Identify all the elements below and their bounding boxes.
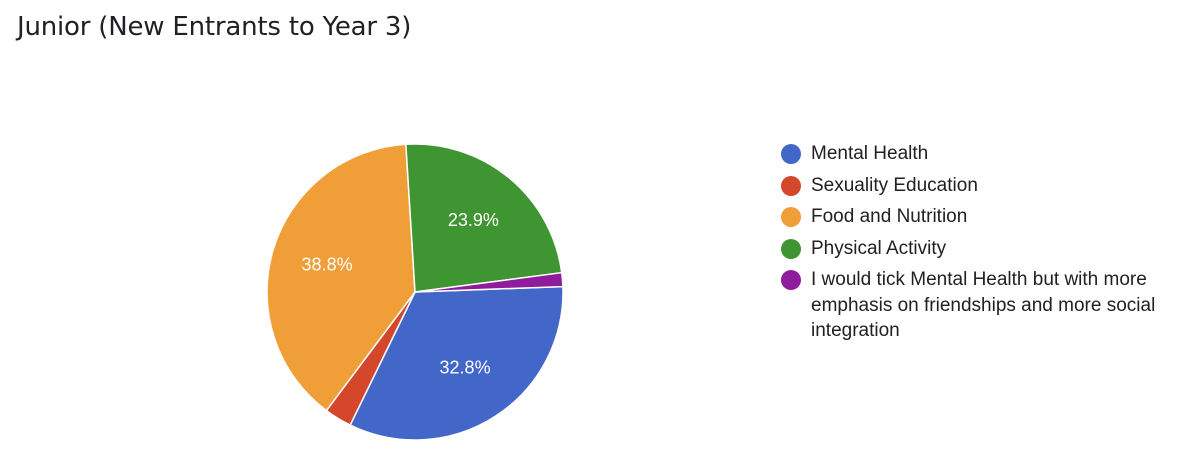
pie-data-label: 23.9% (448, 210, 499, 230)
legend-label: Food and Nutrition (811, 206, 968, 227)
legend-swatch-icon (781, 270, 801, 290)
legend-label: Mental Health (811, 143, 929, 164)
legend-label: I would tick Mental Health but with more… (811, 269, 1156, 341)
legend-label: Physical Activity (811, 237, 947, 259)
pie-slice-i-would-tick (414, 271, 564, 293)
pie-data-label: 32.8% (440, 358, 491, 378)
chart-title: Junior (New Entrants to Year 3) (17, 12, 412, 42)
legend-swatch-icon (781, 238, 801, 259)
pie-slice-food-and-nutrition (266, 143, 416, 412)
pie-data-label: 38.8% (302, 255, 353, 275)
legend-item: Physical Activity (781, 236, 1181, 262)
pie-slice-physical-activity (405, 143, 563, 293)
legend-item: Sexuality Education (781, 173, 1181, 199)
legend-swatch-icon (781, 207, 801, 227)
legend-label: Sexuality Education (811, 174, 978, 196)
legend-swatch-icon (781, 175, 801, 196)
legend-item: I would tick Mental Health but with more… (781, 267, 1181, 344)
chart-legend: Mental Health Sexuality Education Food and… (781, 141, 1181, 350)
legend-item: Mental Health (781, 141, 1181, 167)
pie-slice-mental-health (349, 285, 564, 441)
legend-swatch-icon (781, 144, 801, 164)
legend-item: Food and Nutrition (781, 204, 1181, 230)
